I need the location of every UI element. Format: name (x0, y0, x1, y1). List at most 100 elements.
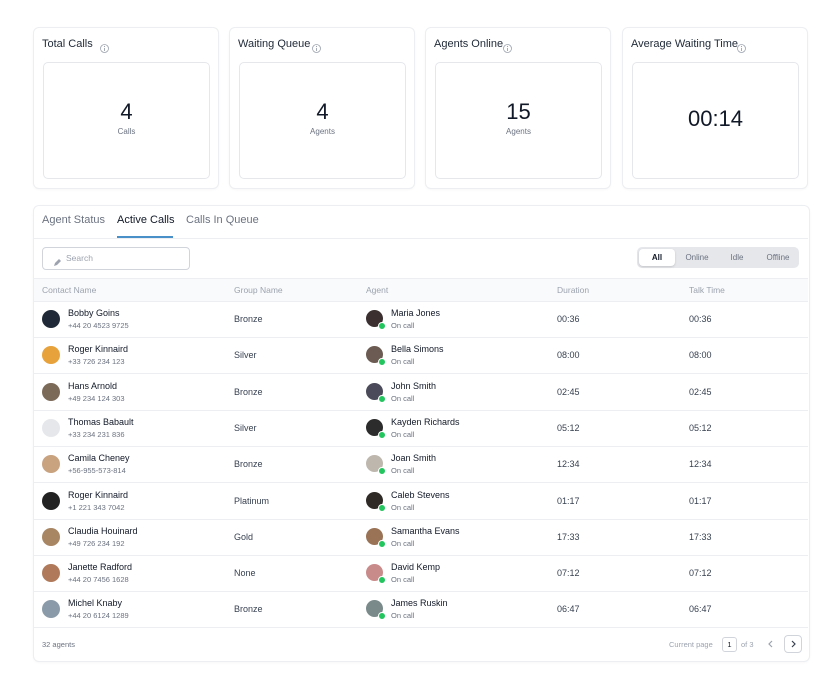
status-dot (378, 394, 386, 403)
talk-time: 08:00 (689, 350, 712, 361)
filter-button[interactable]: Idle (730, 253, 744, 262)
info-glyph (737, 44, 746, 53)
card-body: 00:14 (632, 62, 799, 179)
avatar (42, 346, 60, 365)
duration: 02:45 (557, 386, 580, 397)
status-dot (378, 503, 386, 512)
contact-name: Michel Knaby (68, 598, 123, 609)
tab[interactable]: Agent Status (42, 214, 105, 226)
row-divider (34, 591, 808, 593)
filter-button[interactable]: Offline (766, 253, 790, 262)
agent-status: On call (391, 429, 415, 439)
group-name: Bronze (234, 459, 263, 470)
card-unit: Agents (310, 127, 335, 136)
contact-name: Janette Radford (68, 562, 133, 573)
agent-status: On call (391, 357, 415, 367)
tab[interactable]: Active Calls (117, 214, 175, 226)
row-divider (34, 627, 808, 629)
column-header: Agent (366, 285, 389, 295)
table-header-bg (34, 278, 808, 302)
pencil (54, 259, 61, 266)
card-unit: Agents (506, 127, 531, 136)
filter-button[interactable]: Online (685, 253, 709, 262)
duration: 05:12 (557, 422, 580, 433)
stat-card (622, 27, 808, 189)
column-header: Talk Time (689, 285, 725, 295)
contact-name: Bobby Goins (68, 308, 120, 318)
agent-name: Kayden Richards (391, 416, 460, 427)
talk-time: 06:47 (689, 604, 712, 615)
next-page[interactable] (784, 635, 802, 653)
duration: 00:36 (557, 314, 580, 324)
divider (34, 238, 808, 239)
card-unit: Calls (117, 127, 136, 136)
talk-time: 07:12 (689, 568, 712, 579)
agent-status: On call (391, 538, 415, 548)
filter-group: All Online Idle Offline (637, 247, 799, 268)
duration: 01:17 (557, 495, 580, 506)
row-divider (34, 554, 808, 556)
avatar (42, 600, 60, 619)
talk-time: 12:34 (689, 459, 712, 470)
status-dot (378, 430, 386, 439)
contact-phone: +33 726 234 123 (68, 357, 125, 367)
agent-status: On call (391, 393, 415, 403)
tab[interactable]: Calls In Queue (186, 214, 259, 226)
contact-phone: +44 20 6124 1289 (68, 611, 129, 621)
search-icon (53, 254, 63, 266)
agent-name: Bella Simons (391, 344, 444, 355)
talk-time: 00:36 (689, 314, 712, 324)
filter-button[interactable]: All (639, 249, 675, 266)
avatar (42, 310, 60, 328)
agent-name: Caleb Stevens (391, 489, 450, 500)
row-divider (34, 337, 808, 338)
card-value: 4 (316, 99, 329, 124)
duration: 08:00 (557, 350, 580, 361)
chevron-left (768, 640, 773, 648)
avatar (42, 455, 60, 474)
row-divider (34, 482, 808, 484)
card-body: 4 Calls (43, 62, 210, 179)
stat-card (425, 27, 611, 189)
avatar (42, 418, 60, 437)
row-divider (34, 518, 808, 520)
card-value: 15 (506, 99, 531, 124)
info-glyph (503, 44, 512, 53)
agent-name: John Smith (391, 380, 437, 391)
duration: 12:34 (557, 459, 580, 470)
stat-card (33, 27, 219, 189)
card-title: Waiting Queue (238, 38, 311, 50)
avatar (42, 527, 60, 546)
group-name: Bronze (234, 314, 263, 324)
group-name: Silver (234, 350, 257, 361)
group-name: Platinum (234, 495, 270, 506)
contact-phone: +44 20 4523 9725 (68, 321, 129, 330)
agent-status: On call (391, 502, 415, 512)
agent-status: On call (391, 611, 415, 621)
status-dot (378, 322, 386, 330)
chevron-right (791, 640, 796, 648)
search-box[interactable]: Search (42, 247, 190, 270)
agent-status: On call (391, 575, 415, 585)
contact-phone: +1 221 343 7042 (68, 502, 125, 512)
column-header: Contact Name (42, 285, 97, 295)
duration: 17:33 (557, 531, 580, 542)
contact-phone: +44 20 7456 1628 (68, 575, 129, 585)
column-header: Duration (557, 285, 590, 295)
contact-name: Hans Arnold (68, 380, 118, 391)
contact-phone: +33 234 231 836 (68, 429, 125, 439)
stat-card (229, 27, 415, 189)
talk-time: 01:17 (689, 495, 712, 506)
group-name: Bronze (234, 604, 263, 615)
card-body: 4 Agents (239, 62, 406, 179)
prev-page[interactable] (764, 636, 778, 652)
status-dot (378, 539, 386, 548)
search-placeholder: Search (66, 253, 93, 263)
row-divider (34, 409, 808, 411)
page-total: of 3 (741, 640, 754, 649)
agent-name: Samantha Evans (391, 525, 460, 536)
contact-name: Thomas Babault (68, 416, 134, 427)
page-input[interactable]: 1 (722, 637, 737, 652)
contact-name: Claudia Houinard (68, 525, 138, 536)
